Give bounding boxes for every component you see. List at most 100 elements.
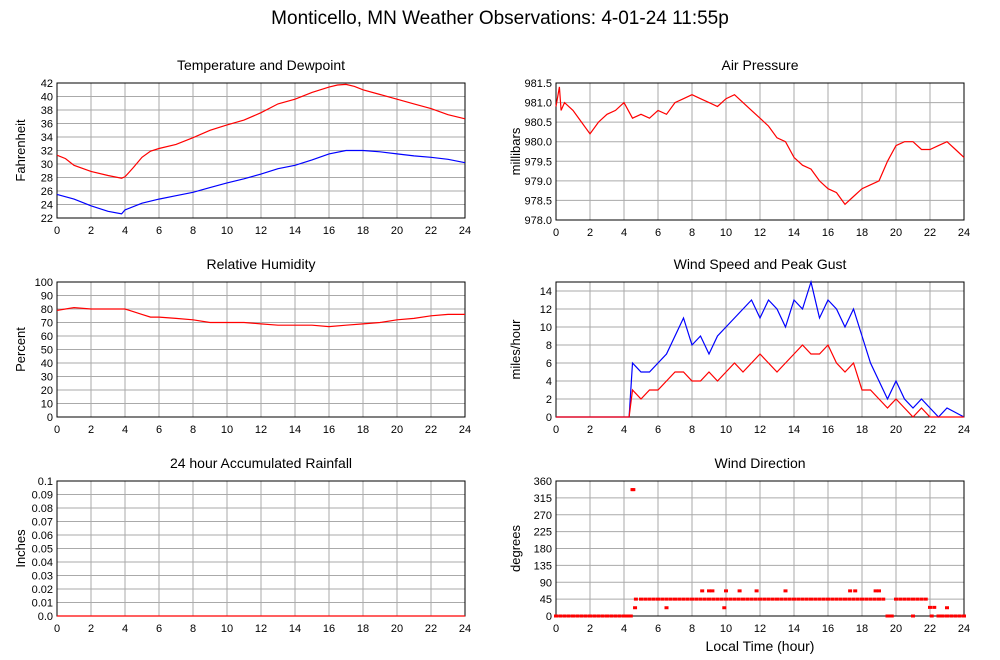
- y-tick-label: 0: [47, 412, 53, 424]
- x-tick-label: 6: [655, 227, 661, 239]
- data-point: [949, 614, 954, 618]
- y-tick-label: 4: [546, 376, 552, 388]
- data-point: [617, 614, 622, 618]
- y-tick-label: 0.06: [32, 530, 53, 542]
- y-tick-label: 14: [540, 286, 552, 298]
- data-point: [631, 488, 636, 492]
- data-point: [722, 606, 727, 610]
- data-point: [887, 614, 892, 618]
- x-tick-label: 2: [587, 227, 593, 239]
- data-point: [707, 589, 711, 593]
- data-point: [681, 597, 686, 601]
- data-point: [804, 597, 809, 601]
- x-tick-label: 10: [221, 623, 233, 635]
- y-tick-label: 8: [546, 340, 552, 352]
- data-point: [860, 597, 864, 601]
- data-point: [911, 614, 915, 618]
- series-line: [555, 86, 965, 206]
- x-tick-label: 24: [459, 225, 471, 237]
- data-point: [881, 597, 886, 601]
- data-point: [923, 597, 928, 601]
- data-point: [736, 597, 741, 601]
- data-point: [853, 589, 858, 593]
- x-tick-label: 0: [553, 424, 559, 436]
- x-tick-label: 2: [88, 623, 94, 635]
- series-line: [56, 149, 466, 215]
- data-point: [945, 614, 949, 618]
- data-point: [583, 614, 588, 618]
- x-tick-label: 0: [54, 225, 60, 237]
- x-tick-label: 14: [289, 623, 301, 635]
- y-tick-label: 0: [546, 611, 552, 623]
- data-point: [639, 597, 643, 601]
- x-tick-label: 22: [924, 227, 936, 239]
- data-point: [711, 597, 716, 601]
- y-tick-label: 981.0: [524, 98, 552, 110]
- y-tick-label: 0.0: [38, 611, 53, 623]
- data-point: [633, 597, 638, 601]
- y-axis-label: Inches: [13, 529, 28, 568]
- x-tick-label: 6: [156, 424, 162, 436]
- x-tick-label: 22: [425, 623, 437, 635]
- data-point: [579, 614, 584, 618]
- data-point: [690, 597, 694, 601]
- y-tick-label: 225: [534, 527, 552, 539]
- x-tick-label: 24: [459, 424, 471, 436]
- x-tick-label: 8: [689, 227, 695, 239]
- plot-frame: [56, 82, 466, 219]
- data-point: [575, 614, 580, 618]
- x-tick-label: 14: [788, 623, 800, 635]
- y-tick-label: 50: [41, 345, 53, 357]
- data-point: [677, 597, 682, 601]
- data-point: [898, 597, 903, 601]
- x-tick-label: 2: [587, 424, 593, 436]
- y-tick-label: 38: [41, 105, 53, 117]
- x-tick-label: 20: [391, 623, 403, 635]
- data-point: [609, 614, 614, 618]
- data-point: [766, 597, 771, 601]
- data-point: [694, 597, 699, 601]
- x-tick-label: 24: [459, 623, 471, 635]
- y-tick-label: 34: [41, 132, 53, 144]
- data-point: [622, 614, 626, 618]
- data-point: [929, 614, 934, 618]
- data-point: [796, 597, 801, 601]
- x-tick-label: 0: [54, 623, 60, 635]
- data-point: [762, 597, 767, 601]
- data-point: [613, 614, 618, 618]
- x-tick-label: 10: [720, 227, 732, 239]
- x-tick-label: 22: [924, 623, 936, 635]
- x-tick-label: 12: [754, 623, 766, 635]
- series-line: [56, 306, 465, 328]
- data-point: [855, 597, 860, 601]
- y-axis-label: miles/hour: [508, 319, 523, 380]
- x-tick-label: 4: [122, 623, 128, 635]
- x-tick-label: 12: [754, 227, 766, 239]
- x-tick-label: 2: [88, 225, 94, 237]
- data-point: [737, 589, 742, 593]
- data-point: [889, 614, 894, 618]
- data-point: [783, 589, 788, 593]
- data-point: [745, 597, 750, 601]
- x-tick-label: 12: [255, 225, 267, 237]
- panel-title: Wind Direction: [714, 455, 805, 471]
- x-tick-label: 4: [621, 424, 627, 436]
- data-point: [592, 614, 597, 618]
- x-tick-label: 16: [323, 225, 335, 237]
- data-point: [554, 614, 558, 618]
- data-point: [962, 614, 966, 618]
- data-point: [775, 597, 779, 601]
- y-tick-label: 20: [41, 385, 53, 397]
- data-point: [847, 597, 852, 601]
- x-tick-label: 0: [553, 227, 559, 239]
- y-tick-label: 0.1: [38, 476, 53, 488]
- x-tick-label: 2: [88, 424, 94, 436]
- data-point: [664, 597, 669, 601]
- x-tick-label: 22: [924, 424, 936, 436]
- x-tick-label: 10: [221, 225, 233, 237]
- data-point: [902, 597, 907, 601]
- y-tick-label: 32: [41, 146, 53, 158]
- data-point: [872, 597, 877, 601]
- x-tick-label: 18: [357, 225, 369, 237]
